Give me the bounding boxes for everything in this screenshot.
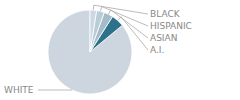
svg-text:WHITE: WHITE [8,85,34,95]
svg-text:A.I.: A.I. [150,45,164,55]
svg-text:BLACK: BLACK [150,9,181,19]
svg-text:ASIAN: ASIAN [150,33,177,43]
svg-text:HISPANIC: HISPANIC [150,21,192,31]
